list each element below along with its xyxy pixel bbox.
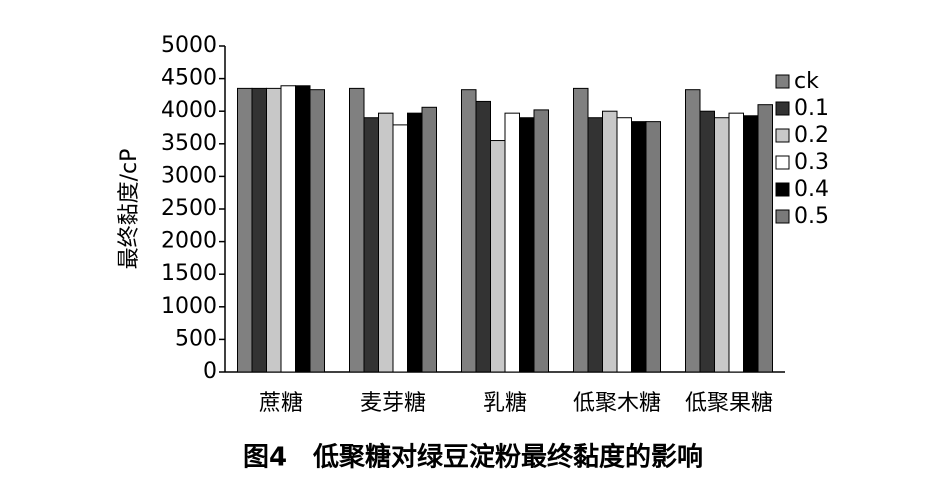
bar: [378, 112, 394, 373]
legend-label: 0.1: [794, 96, 829, 121]
x-tick-label: 低聚果糖: [685, 391, 773, 416]
bar: [533, 109, 549, 373]
bar: [309, 89, 325, 373]
y-tick-label: 0: [203, 359, 217, 384]
x-tick-label: 乳糖: [483, 391, 527, 416]
bar: [421, 106, 437, 373]
bar: [757, 104, 773, 373]
y-tick-label: 5000: [161, 33, 217, 58]
y-tick-label: 4500: [161, 66, 217, 91]
bar: [392, 124, 408, 373]
legend-label: ck: [794, 69, 819, 94]
y-tick-label: 4000: [161, 98, 217, 123]
bar: [504, 112, 520, 373]
bar: [349, 87, 365, 373]
bar: [490, 140, 506, 373]
y-tick-label: 1000: [161, 294, 217, 319]
chart-title: 图4 低聚糖对绿豆淀粉最终黏度的影响: [243, 442, 703, 473]
legend-swatch: [775, 182, 790, 197]
legend-label: 0.5: [794, 204, 829, 229]
legend-label: 0.2: [794, 123, 829, 148]
bar: [645, 121, 661, 373]
y-tick-label: 1500: [161, 261, 217, 286]
bar: [266, 87, 282, 373]
y-tick-label: 3500: [161, 131, 217, 156]
bar: [573, 87, 589, 373]
x-tick-label: 蔗糖: [259, 391, 303, 416]
bar: [743, 115, 759, 373]
y-tick-label: 2500: [161, 196, 217, 221]
bar: [519, 117, 535, 373]
bar: [461, 89, 477, 373]
bar: [616, 117, 632, 373]
bar: [699, 110, 715, 373]
bar: [280, 85, 296, 373]
bar: [251, 87, 267, 373]
legend-label: 0.4: [794, 177, 829, 202]
legend-swatch: [775, 209, 790, 224]
y-tick-label: 3000: [161, 163, 217, 188]
bar: [728, 112, 744, 373]
bar: [237, 87, 253, 373]
legend-swatch: [775, 155, 790, 170]
bar: [407, 112, 423, 373]
bar: [363, 117, 379, 373]
bar: [602, 110, 618, 373]
bar: [631, 121, 647, 373]
legend-swatch: [775, 101, 790, 116]
legend-swatch: [775, 74, 790, 89]
bar: [475, 100, 491, 373]
legend-label: 0.3: [794, 150, 829, 175]
y-tick-label: 500: [175, 326, 217, 351]
bar: [714, 117, 730, 373]
x-tick-label: 麦芽糖: [360, 391, 426, 416]
legend-swatch: [775, 128, 790, 143]
bar: [587, 117, 603, 373]
y-tick-label: 2000: [161, 229, 217, 254]
bar: [295, 85, 311, 373]
y-axis-label: 最终黏度/cP: [117, 149, 142, 270]
x-tick-label: 低聚木糖: [573, 391, 661, 416]
bar: [685, 89, 701, 373]
